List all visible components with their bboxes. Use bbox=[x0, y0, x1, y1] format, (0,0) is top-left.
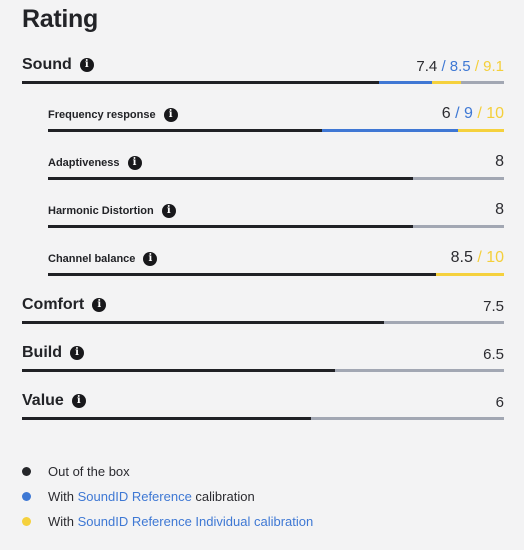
score-out-of-box: 6 bbox=[495, 394, 504, 411]
rating-bar bbox=[22, 417, 504, 420]
score-individual: / 10 bbox=[477, 105, 504, 122]
bar-out-of-box-segment bbox=[22, 81, 379, 84]
legend-suffix: calibration bbox=[191, 488, 255, 504]
score-out-of-box: 8 bbox=[495, 201, 504, 218]
score-individual: / 10 bbox=[477, 249, 504, 266]
rating-row-sound: Sound i 7.4 / 8.5 / 9.1 bbox=[22, 44, 504, 84]
rating-score: 6 / 9 / 10 bbox=[442, 105, 504, 123]
legend-prefix: With bbox=[48, 513, 78, 529]
rating-row-build: Build i 6.5 bbox=[22, 332, 504, 372]
blue-dot-icon bbox=[22, 491, 31, 501]
score-out-of-box: 6.5 bbox=[483, 346, 504, 363]
rating-bar bbox=[48, 225, 504, 228]
rating-bar bbox=[22, 369, 504, 372]
rating-label: Build bbox=[22, 344, 62, 361]
rating-label: Channel balance bbox=[48, 253, 136, 265]
rating-score: 6.5 bbox=[483, 346, 504, 363]
rating-row-frequency-response: Frequency response i 6 / 9 / 10 bbox=[48, 92, 504, 132]
rating-row-adaptiveness: Adaptiveness i 8 bbox=[48, 140, 504, 180]
info-icon[interactable]: i bbox=[71, 394, 86, 408]
bar-out-of-box-segment bbox=[48, 225, 413, 228]
rating-label: Sound bbox=[22, 56, 72, 73]
score-out-of-box: 8.5 bbox=[450, 249, 473, 266]
bar-out-of-box-segment bbox=[48, 177, 413, 180]
rating-bar bbox=[48, 177, 504, 180]
rating-bar bbox=[48, 273, 504, 276]
info-icon[interactable]: i bbox=[161, 204, 176, 218]
score-individual: / 9.1 bbox=[474, 58, 504, 75]
score-out-of-box: 6 bbox=[441, 105, 451, 122]
rating-title: Rating bbox=[22, 5, 98, 33]
rating-label: Frequency response bbox=[48, 109, 156, 121]
legend-item-individual: With SoundID Reference Individual calibr… bbox=[22, 512, 442, 530]
yellow-dot-icon bbox=[22, 516, 31, 526]
rating-label: Adaptiveness bbox=[48, 157, 120, 169]
rating-score: 7.4 / 8.5 / 9.1 bbox=[416, 58, 504, 75]
score-reference: / 8.5 bbox=[441, 58, 471, 75]
dark-dot-icon bbox=[22, 466, 31, 476]
info-icon[interactable]: i bbox=[127, 156, 142, 170]
score-out-of-box: 8 bbox=[495, 153, 504, 170]
bar-out-of-box-segment bbox=[22, 321, 384, 324]
legend-text: Out of the box bbox=[48, 463, 130, 479]
bar-out-of-box-segment bbox=[22, 369, 336, 372]
info-icon[interactable]: i bbox=[163, 108, 178, 122]
rating-row-channel-balance: Channel balance i 8.5 / 10 bbox=[48, 236, 504, 276]
rating-score: 6 bbox=[496, 394, 504, 411]
legend-item-out-of-box: Out of the box bbox=[22, 462, 442, 480]
legend-item-reference: With SoundID Reference calibration bbox=[22, 487, 442, 505]
rating-label: Harmonic Distortion bbox=[48, 205, 154, 217]
info-icon[interactable]: i bbox=[70, 346, 84, 360]
rating-bar bbox=[48, 129, 504, 132]
bar-out-of-box-segment bbox=[48, 273, 436, 276]
rating-row-value: Value i 6 bbox=[22, 380, 504, 420]
score-out-of-box: 7.4 bbox=[416, 58, 438, 75]
bar-out-of-box-segment bbox=[22, 417, 312, 420]
soundid-reference-individual-calibration-link-suffix[interactable]: calibration bbox=[250, 513, 314, 529]
info-icon[interactable]: i bbox=[143, 252, 158, 266]
rating-label: Value bbox=[22, 392, 64, 409]
rating-row-comfort: Comfort i 7.5 bbox=[22, 284, 504, 324]
score-out-of-box: 7.5 bbox=[483, 298, 504, 315]
soundid-reference-link[interactable]: SoundID Reference bbox=[77, 488, 192, 504]
score-reference: / 9 bbox=[455, 105, 473, 122]
rating-score: 8.5 / 10 bbox=[451, 249, 504, 267]
rating-score: 7.5 bbox=[483, 298, 504, 315]
legend-prefix: With bbox=[48, 488, 78, 504]
soundid-reference-individual-calibration-link[interactable]: SoundID Reference Individual bbox=[77, 513, 251, 529]
rating-score: 8 bbox=[495, 201, 504, 219]
rating-label: Comfort bbox=[22, 296, 85, 313]
rating-score: 8 bbox=[495, 153, 504, 171]
rating-bar bbox=[22, 81, 504, 84]
info-icon[interactable]: i bbox=[79, 58, 94, 72]
rating-row-harmonic-distortion: Harmonic Distortion i 8 bbox=[48, 188, 504, 228]
info-icon[interactable]: i bbox=[92, 298, 107, 312]
bar-out-of-box-segment bbox=[48, 129, 322, 132]
rating-bar bbox=[22, 321, 504, 324]
